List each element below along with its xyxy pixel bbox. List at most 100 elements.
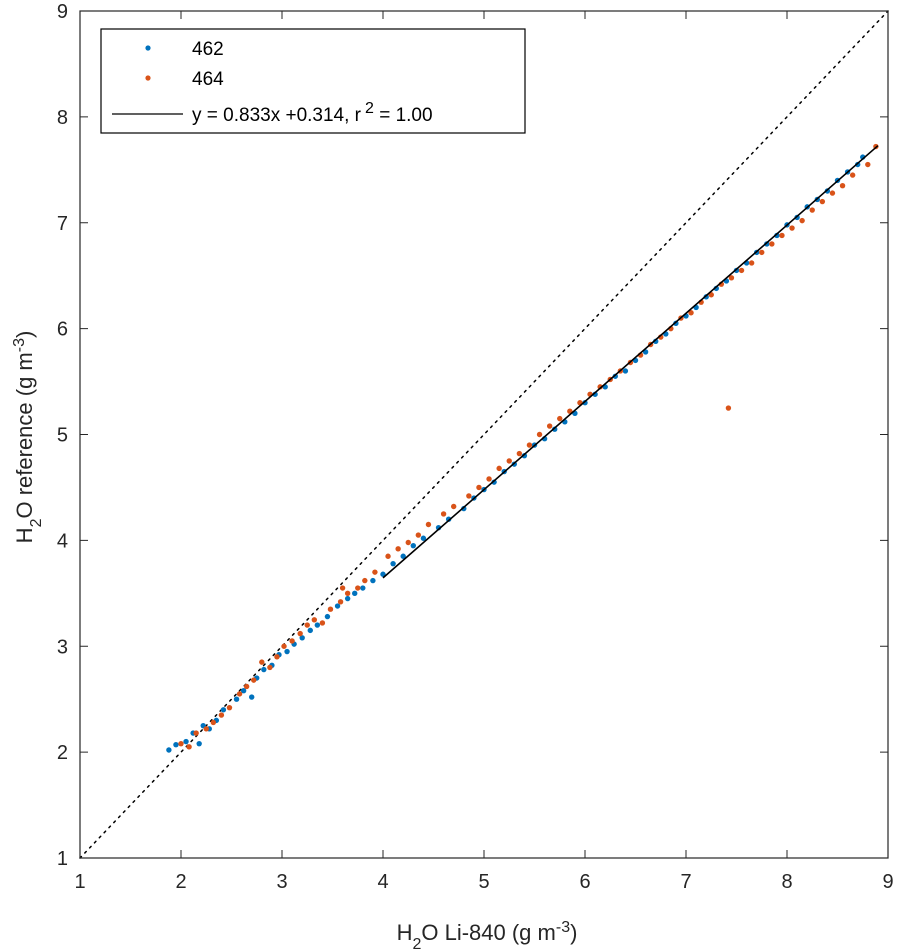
point-464-21	[344, 590, 351, 597]
point-464-16	[304, 622, 310, 628]
point-464-58	[728, 275, 735, 281]
point-462-13	[261, 666, 267, 673]
x-tick-label-5: 5	[478, 871, 489, 893]
point-464-17	[311, 617, 318, 623]
point-464-33	[476, 484, 482, 491]
point-462-11	[249, 694, 255, 700]
point-462-25	[360, 585, 366, 591]
point-464-9	[251, 677, 257, 683]
point-462-55	[673, 320, 679, 327]
point-464-38	[526, 442, 533, 448]
point-462-46	[582, 400, 588, 406]
x-axis-title: H2O Li-840 (g m-3)	[397, 919, 578, 951]
y-tick-label-3: 3	[57, 636, 68, 658]
point-464-30	[440, 511, 447, 517]
point-464-68	[829, 190, 836, 196]
point-464-22	[355, 585, 361, 591]
point-464-61	[759, 249, 765, 256]
point-464-71	[865, 161, 871, 168]
point-464-29	[425, 521, 432, 528]
point-464-45	[597, 384, 603, 390]
point-464-8	[243, 683, 250, 690]
point-464-14	[289, 638, 295, 644]
x-tick-label-9: 9	[882, 871, 893, 893]
point-462-20	[314, 622, 321, 628]
point-464-0	[178, 740, 184, 747]
x-tick-label-1: 1	[74, 871, 85, 893]
point-462-4	[196, 740, 202, 747]
legend-marker-464	[145, 75, 151, 81]
x-tick-label-3: 3	[276, 871, 287, 893]
point-462-1	[173, 742, 179, 748]
point-464-4	[210, 719, 217, 726]
point-464-65	[799, 217, 805, 224]
point-464-13	[281, 643, 287, 649]
y-tick-label-1: 1	[57, 848, 68, 870]
point-462-18	[299, 635, 305, 641]
x-tick-label-7: 7	[680, 871, 691, 893]
point-464-7	[236, 691, 243, 697]
point-464-18	[319, 620, 326, 626]
series-462	[166, 154, 866, 753]
point-464-39	[536, 431, 543, 438]
point-464-11	[267, 664, 273, 671]
point-462-50	[622, 368, 629, 374]
point-464-74	[339, 585, 346, 591]
point-462-2	[183, 738, 189, 745]
x-tick-label-6: 6	[579, 871, 590, 893]
legend-label-464: 464	[192, 69, 224, 90]
point-464-40	[546, 423, 553, 429]
point-464-62	[769, 241, 775, 247]
point-462-30	[410, 542, 416, 549]
point-464-27	[405, 539, 411, 546]
x-tick-label-2: 2	[175, 871, 186, 893]
point-464-64	[789, 225, 795, 231]
point-462-43	[552, 426, 558, 432]
point-462-10	[240, 688, 247, 694]
y-axis-title: H2O reference (g m-3)	[11, 331, 45, 544]
point-464-10	[259, 659, 265, 665]
points-layer	[166, 143, 879, 753]
point-464-69	[839, 182, 846, 189]
fit-line	[382, 145, 879, 579]
point-464-20	[337, 599, 344, 605]
point-464-5	[218, 712, 225, 718]
x-tick-label-4: 4	[377, 871, 388, 893]
point-464-23	[362, 577, 368, 584]
point-462-0	[166, 747, 172, 753]
point-462-8	[220, 707, 227, 713]
y-tick-label-8: 8	[57, 107, 68, 129]
point-462-40	[521, 452, 528, 459]
point-462-26	[370, 577, 376, 584]
y-tick-label-7: 7	[57, 213, 68, 235]
fit-line-layer	[382, 145, 879, 579]
series-464	[178, 143, 879, 750]
point-464-34	[486, 476, 492, 482]
point-464-41	[557, 415, 563, 422]
point-464-60	[748, 260, 755, 266]
point-464-25	[385, 553, 391, 559]
point-462-49	[612, 373, 618, 379]
point-464-2	[193, 730, 199, 736]
point-462-24	[352, 590, 358, 597]
point-462-16	[284, 648, 290, 655]
point-464-19	[327, 606, 334, 612]
legend-marker-462	[145, 45, 151, 51]
point-464-12	[274, 654, 280, 660]
y-tick-label-4: 4	[57, 530, 68, 552]
point-464-3	[203, 726, 209, 732]
point-464-35	[496, 465, 502, 472]
point-462-37	[491, 479, 497, 485]
point-462-19	[307, 627, 313, 634]
point-464-28	[415, 532, 422, 538]
point-462-33	[445, 516, 452, 522]
y-tick-label-9: 9	[57, 1, 68, 23]
y-tick-label-6: 6	[57, 319, 68, 341]
point-464-67	[819, 198, 826, 205]
point-464-31	[451, 503, 457, 510]
point-462-34	[461, 505, 467, 512]
point-464-26	[395, 546, 401, 552]
